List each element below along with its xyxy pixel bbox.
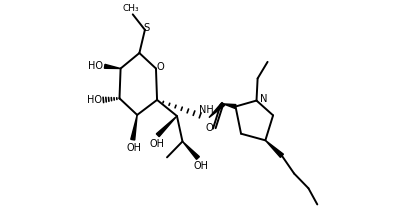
Text: OH: OH [126, 143, 141, 153]
Text: HO: HO [88, 61, 103, 71]
Text: OH: OH [193, 161, 208, 171]
Text: N: N [260, 94, 268, 105]
Polygon shape [209, 102, 225, 118]
Polygon shape [223, 104, 236, 109]
Polygon shape [131, 115, 137, 140]
Text: O: O [206, 123, 213, 133]
Polygon shape [265, 140, 283, 157]
Text: CH₃: CH₃ [122, 4, 139, 13]
Polygon shape [156, 116, 177, 137]
Text: S: S [143, 23, 150, 33]
Text: NH: NH [199, 105, 214, 115]
Polygon shape [183, 141, 199, 159]
Text: OH: OH [149, 139, 164, 149]
Polygon shape [104, 64, 121, 69]
Text: O: O [157, 62, 165, 72]
Text: HO: HO [87, 95, 102, 105]
